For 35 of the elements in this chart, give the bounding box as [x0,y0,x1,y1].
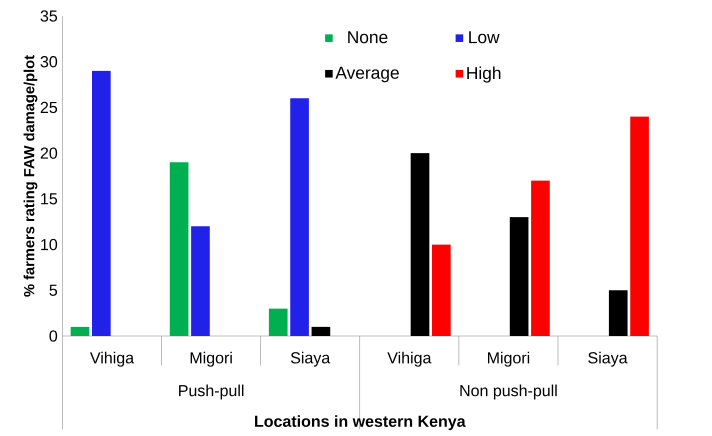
legend-label: High [467,66,500,83]
bar [92,70,111,336]
bar [170,162,188,336]
x-tick-label: Migori [488,352,530,367]
legend-label: Low [469,31,500,44]
text: Push-pull [179,384,244,400]
bar [191,226,210,336]
x-tick-label: Vihiga [90,352,134,367]
y-axis-title: % farmers rating FAW damage/plot [24,55,38,297]
bar [290,98,309,336]
bar [312,326,330,336]
bar [531,180,550,336]
legend-label: Average [335,66,399,82]
y-tick-label: 10 [41,238,58,250]
y-tick-label: 25 [40,102,58,114]
bar [608,290,628,336]
bar [410,153,430,336]
y-tick-label: 5 [49,284,58,296]
text: Non push-pull [460,384,557,400]
bar [268,308,288,336]
y-tick-label: 0 [49,330,58,342]
x-axis-title: Locations in western Kenya [255,415,466,430]
x-tick-label: Vihiga [387,352,432,367]
y-tick-label: 15 [41,193,58,204]
bar [510,217,528,336]
bar [630,116,649,336]
bar [70,326,90,336]
x-tick-label: Siaya [588,352,628,367]
bar [432,244,451,336]
x-tick-label: Migori [190,352,232,367]
x-tick-label: Siaya [290,352,330,367]
y-tick-label: 30 [40,56,58,68]
legend-label: None [348,31,388,44]
y-tick-label: 20 [40,147,58,159]
y-tick-label: 35 [40,10,58,22]
